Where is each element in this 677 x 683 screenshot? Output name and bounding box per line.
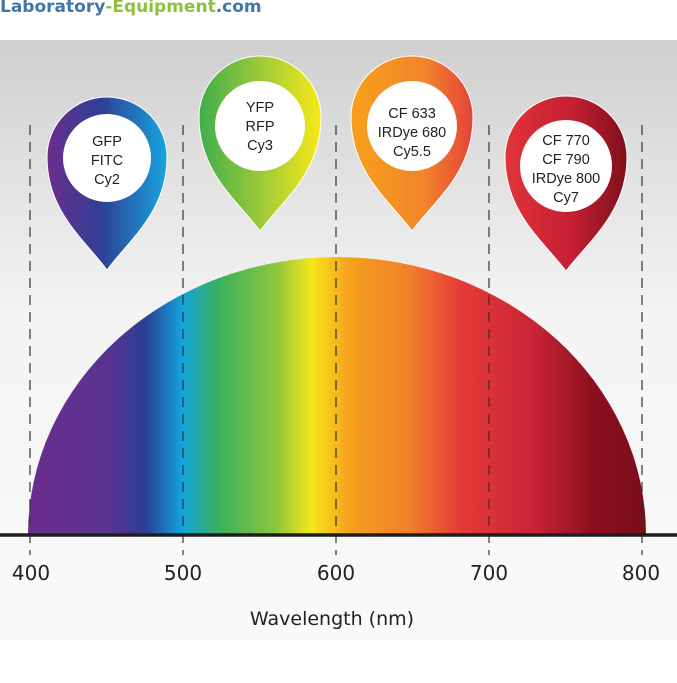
x-axis-title: Wavelength (nm): [250, 608, 414, 630]
wavelength-gridlines: [29, 125, 643, 555]
marker-line: CF 633: [388, 106, 436, 122]
tick-label-500: 500: [164, 561, 202, 585]
marker-line: IRDye 800: [532, 171, 601, 187]
tick-label-400: 400: [12, 561, 50, 585]
brand-part-com: .com: [215, 0, 262, 17]
x-axis-ticks: 400 500 600 700 800: [12, 561, 660, 585]
marker-line: YFP: [246, 100, 274, 116]
marker-line: Cy5.5: [393, 144, 431, 160]
brand-part-equipment: -Equipment: [105, 0, 216, 17]
marker-line: CF 790: [542, 152, 590, 168]
marker-cf633-irdye680-cy55: CF 633 IRDye 680 Cy5.5: [350, 55, 474, 232]
marker-line: Cy3: [247, 138, 273, 154]
marker-line: RFP: [246, 119, 275, 135]
marker-label-circle: [367, 81, 457, 171]
marker-label-circle: [63, 114, 151, 202]
marker-line: GFP: [92, 134, 122, 150]
marker-cf770-cf790-irdye800-cy7: CF 770 CF 790 IRDye 800 Cy7: [504, 95, 628, 272]
marker-label-circle: [520, 120, 612, 212]
tick-label-800: 800: [622, 561, 660, 585]
marker-line: Cy2: [94, 172, 120, 188]
brand-logo: Laboratory-Equipment.com: [0, 0, 262, 17]
marker-line: FITC: [91, 153, 123, 169]
tick-label-600: 600: [317, 561, 355, 585]
marker-line: CF 770: [542, 133, 590, 149]
marker-yfp-rfp-cy3: YFP RFP Cy3: [198, 55, 322, 232]
marker-line: IRDye 680: [378, 125, 447, 141]
tick-label-700: 700: [470, 561, 508, 585]
marker-label-circle: [215, 81, 305, 171]
marker-line: Cy7: [553, 190, 579, 206]
brand-part-laboratory: Laboratory: [0, 0, 106, 17]
marker-gfp-fitc-cy2: GFP FITC Cy2: [46, 96, 168, 271]
